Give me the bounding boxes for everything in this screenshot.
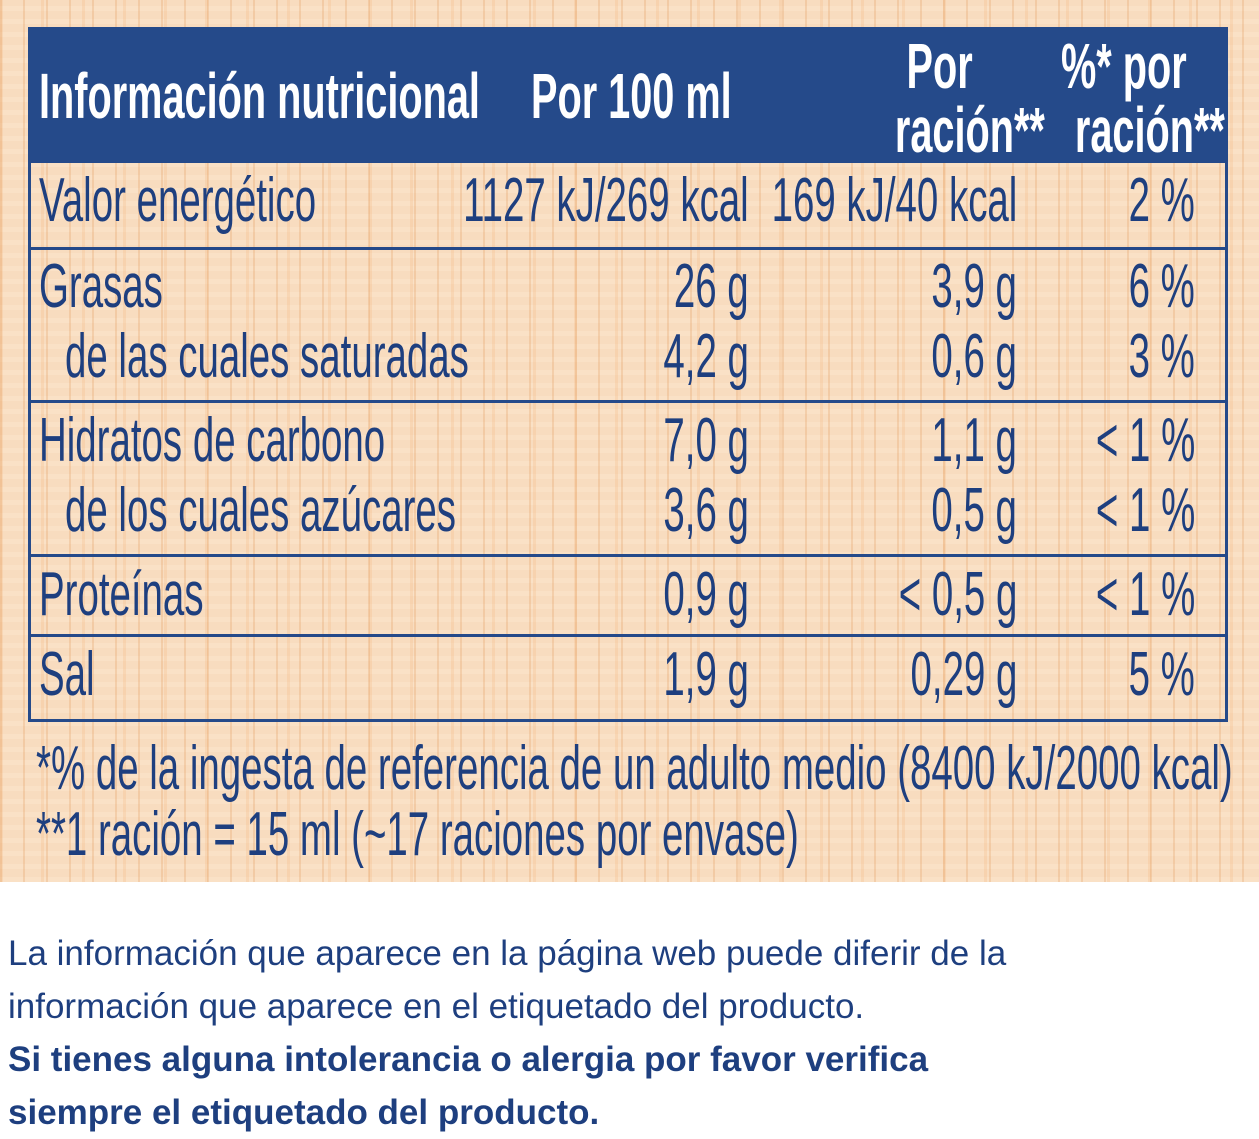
header-percent-line2: ración** [1075, 94, 1225, 166]
row-divider [31, 247, 1225, 250]
nutrition-table: Información nutricional Por 100 ml Por r… [28, 27, 1228, 722]
row-divider [31, 554, 1225, 557]
row-percent: 5 % [1128, 640, 1195, 709]
disclaimer-line: La información que aparece en la página … [8, 934, 1007, 973]
row-percent: < 1 % [1095, 560, 1195, 629]
row-per-serving: < 0,5 g [898, 560, 1017, 629]
row-name: Hidratos de carbono [39, 406, 386, 475]
row-percent: 6 % [1128, 252, 1195, 321]
row-per100: 4,2 g [663, 322, 749, 391]
row-percent: < 1 % [1095, 476, 1195, 545]
row-name: Sal [39, 640, 95, 709]
row-per100: 3,6 g [663, 476, 749, 545]
row-per-serving: 0,29 g [910, 640, 1017, 709]
row-per100: 7,0 g [663, 406, 749, 475]
header-per-100ml: Por 100 ml [531, 60, 732, 132]
disclaimer-bold-line: Si tienes alguna intolerancia o alergia … [8, 1040, 929, 1079]
nutrition-label: Información nutricional Por 100 ml Por r… [0, 0, 1259, 882]
row-name: Valor energético [39, 166, 317, 235]
disclaimer: La información que aparece en la página … [8, 927, 1253, 1139]
disclaimer-bold-line: siempre el etiquetado del producto. [8, 1093, 600, 1132]
row-per100: 1127 kJ/269 kcal [463, 166, 749, 235]
header-nutrition-info: Información nutricional [39, 60, 480, 132]
row-percent: < 1 % [1095, 406, 1195, 475]
row-name-sub: de los cuales azúcares [65, 476, 457, 545]
header-per-serving-line1: Por [906, 30, 973, 102]
row-per-serving: 0,5 g [931, 476, 1017, 545]
row-per-serving: 169 kJ/40 kcal [771, 166, 1017, 235]
row-percent: 3 % [1128, 322, 1195, 391]
header-per-serving-line2: ración** [895, 94, 1045, 166]
row-per100: 1,9 g [663, 640, 749, 709]
row-divider [31, 634, 1225, 637]
row-name: Proteínas [39, 560, 204, 629]
disclaimer-line: información que aparece en el etiquetado… [8, 987, 865, 1026]
row-per-serving: 0,6 g [931, 322, 1017, 391]
header-percent-line1: %* por [1061, 30, 1187, 102]
footnote-serving-size: **1 ración = 15 ml (~17 raciones por env… [36, 800, 799, 869]
row-name-sub: de las cuales saturadas [65, 322, 469, 391]
row-per100: 26 g [674, 252, 749, 321]
table-header: Información nutricional Por 100 ml Por r… [31, 30, 1225, 163]
row-divider [31, 400, 1225, 403]
row-name: Grasas [39, 252, 163, 321]
footnote-reference-intake: *% de la ingesta de referencia de un adu… [36, 734, 1233, 803]
row-per100: 0,9 g [663, 560, 749, 629]
row-per-serving: 3,9 g [931, 252, 1017, 321]
row-per-serving: 1,1 g [931, 406, 1017, 475]
row-percent: 2 % [1128, 166, 1195, 235]
